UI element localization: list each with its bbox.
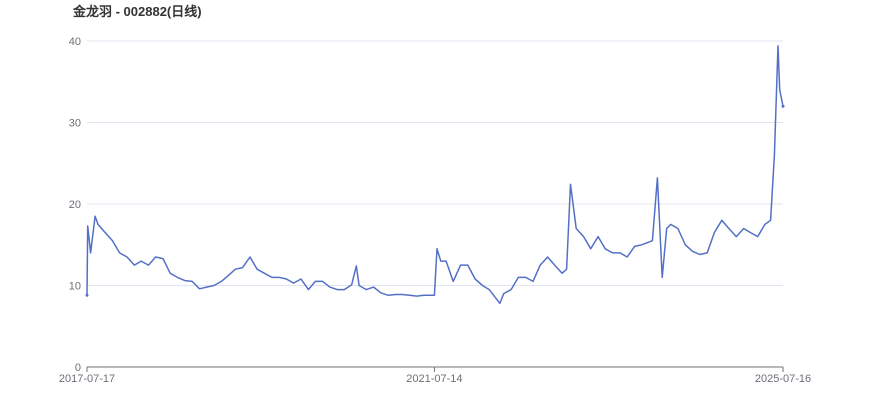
y-tick-label: 40: [69, 36, 81, 48]
y-tick-label: 30: [69, 118, 81, 130]
y-tick-label: 0: [75, 362, 81, 374]
y-tick-label: 10: [69, 281, 81, 293]
price-line: [86, 45, 784, 305]
chart-title: 金龙羽 - 002882(日线): [73, 4, 202, 19]
x-tick-label: 2025-07-16: [755, 373, 811, 385]
x-tick-label: 2021-07-14: [406, 373, 462, 385]
y-tick-label: 20: [69, 199, 81, 211]
end-point: [781, 104, 785, 108]
start-point: [85, 293, 89, 297]
x-tick-label: 2017-07-17: [59, 373, 115, 385]
